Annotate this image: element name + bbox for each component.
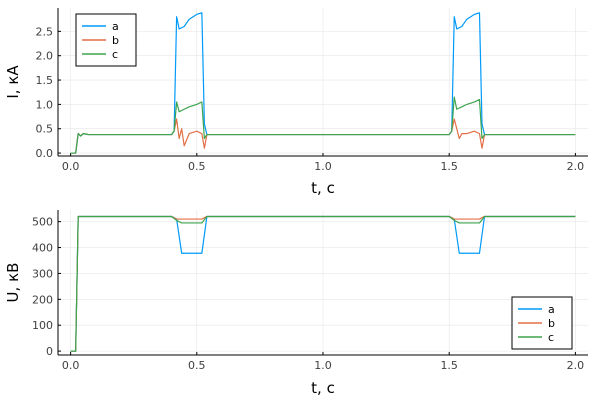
legend: abc — [75, 13, 137, 67]
y-tick-label: 2.5 — [36, 25, 54, 38]
x-tick-label: 0.5 — [188, 359, 206, 372]
series-line-c — [70, 96, 576, 154]
y-tick-label: 0.0 — [36, 147, 54, 160]
chart-panel-2: 0.0 0.5 1.0 1.5 2.0 0 100 200 300 400 500 t, c U, кB… — [4, 210, 588, 397]
y-tick-label: 300 — [32, 267, 53, 280]
legend-label-a: a — [548, 303, 555, 316]
x-tick-label: 2.0 — [567, 359, 585, 372]
y-tick-label: 0.5 — [36, 123, 54, 136]
chart-panel-1: 0.0 0.5 1.0 1.5 2.0 0.0 0.5 1.0 1.5 2.0 2.5 t, c I, … — [4, 8, 588, 197]
legend: abc — [511, 296, 573, 350]
x-tick-label: 0.5 — [188, 160, 206, 173]
y-tick-label: 200 — [32, 293, 53, 306]
x-axis-label: t, c — [311, 179, 335, 197]
legend-label-c: c — [548, 331, 554, 344]
series-line-c — [70, 215, 576, 352]
y-tick-label: 100 — [32, 319, 53, 332]
y-tick-label: 500 — [32, 216, 53, 229]
x-tick-label: 1.5 — [440, 359, 458, 372]
y-tick-label: 0 — [46, 345, 53, 358]
legend-label-c: c — [112, 48, 118, 61]
y-tick-label: 1.0 — [36, 98, 54, 111]
legend-label-a: a — [112, 20, 119, 33]
x-tick-label: 0.0 — [62, 359, 80, 372]
y-axis-label: I, кA — [4, 65, 22, 99]
x-tick-label: 1.0 — [314, 160, 332, 173]
x-tick-label: 0.0 — [62, 160, 80, 173]
y-axis-label: U, кB — [4, 263, 22, 303]
y-tick-label: 400 — [32, 242, 53, 255]
legend-label-b: b — [548, 317, 555, 330]
x-tick-label: 1.0 — [314, 359, 332, 372]
y-tick-label: 1.5 — [36, 74, 54, 87]
x-tick-label: 1.5 — [440, 160, 458, 173]
legend-label-b: b — [112, 34, 119, 47]
y-tick-label: 2.0 — [36, 50, 54, 63]
x-tick-label: 2.0 — [567, 160, 585, 173]
x-axis-label: t, c — [311, 379, 335, 397]
